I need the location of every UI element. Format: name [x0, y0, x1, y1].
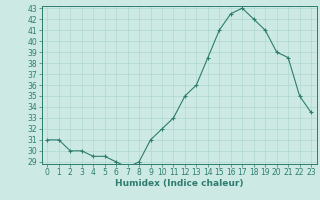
- X-axis label: Humidex (Indice chaleur): Humidex (Indice chaleur): [115, 179, 244, 188]
